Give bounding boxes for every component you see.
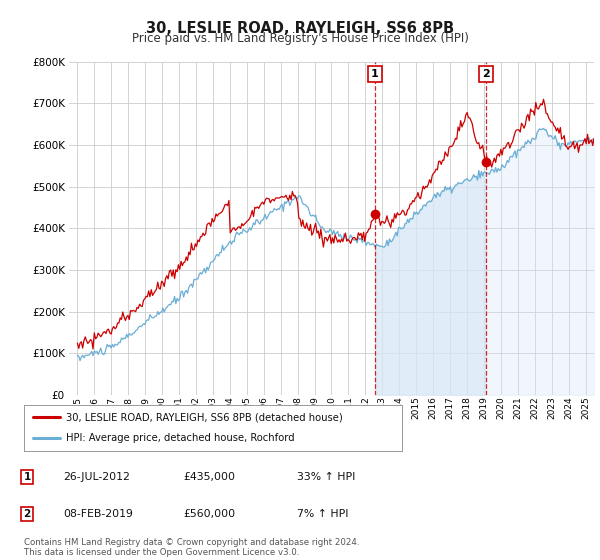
Text: 1: 1 — [23, 472, 31, 482]
Text: Contains HM Land Registry data © Crown copyright and database right 2024.
This d: Contains HM Land Registry data © Crown c… — [24, 538, 359, 557]
Text: 30, LESLIE ROAD, RAYLEIGH, SS6 8PB (detached house): 30, LESLIE ROAD, RAYLEIGH, SS6 8PB (deta… — [65, 412, 343, 422]
Text: 30, LESLIE ROAD, RAYLEIGH, SS6 8PB: 30, LESLIE ROAD, RAYLEIGH, SS6 8PB — [146, 21, 454, 36]
Text: 26-JUL-2012: 26-JUL-2012 — [63, 472, 130, 482]
Text: HPI: Average price, detached house, Rochford: HPI: Average price, detached house, Roch… — [65, 433, 294, 444]
Text: Price paid vs. HM Land Registry's House Price Index (HPI): Price paid vs. HM Land Registry's House … — [131, 32, 469, 45]
Text: 7% ↑ HPI: 7% ↑ HPI — [297, 509, 349, 519]
Text: 2: 2 — [482, 69, 490, 79]
Text: 2: 2 — [23, 509, 31, 519]
Text: 1: 1 — [371, 69, 379, 79]
Text: 33% ↑ HPI: 33% ↑ HPI — [297, 472, 355, 482]
Text: £560,000: £560,000 — [183, 509, 235, 519]
Text: 08-FEB-2019: 08-FEB-2019 — [63, 509, 133, 519]
Text: £435,000: £435,000 — [183, 472, 235, 482]
